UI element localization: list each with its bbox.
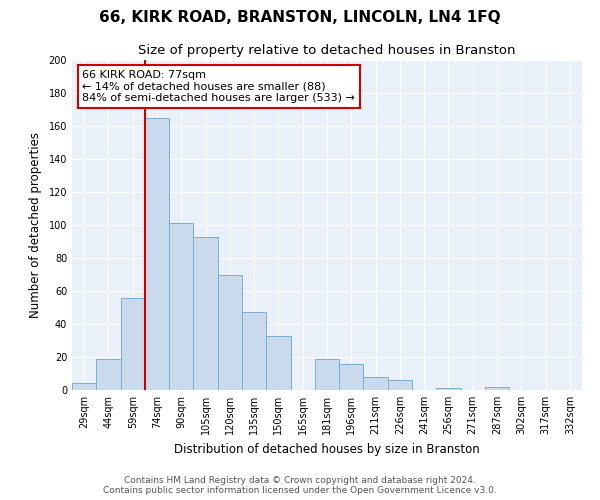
- Bar: [339, 364, 364, 390]
- Bar: [72, 384, 96, 390]
- Title: Size of property relative to detached houses in Branston: Size of property relative to detached ho…: [138, 44, 516, 58]
- Bar: [193, 236, 218, 390]
- Bar: [388, 380, 412, 390]
- Bar: [485, 386, 509, 390]
- Bar: [364, 377, 388, 390]
- Bar: [218, 274, 242, 390]
- Text: 66 KIRK ROAD: 77sqm
← 14% of detached houses are smaller (88)
84% of semi-detach: 66 KIRK ROAD: 77sqm ← 14% of detached ho…: [82, 70, 355, 103]
- X-axis label: Distribution of detached houses by size in Branston: Distribution of detached houses by size …: [174, 442, 480, 456]
- Bar: [242, 312, 266, 390]
- Bar: [266, 336, 290, 390]
- Bar: [315, 358, 339, 390]
- Bar: [145, 118, 169, 390]
- Bar: [121, 298, 145, 390]
- Text: Contains HM Land Registry data © Crown copyright and database right 2024.
Contai: Contains HM Land Registry data © Crown c…: [103, 476, 497, 495]
- Text: 66, KIRK ROAD, BRANSTON, LINCOLN, LN4 1FQ: 66, KIRK ROAD, BRANSTON, LINCOLN, LN4 1F…: [99, 10, 501, 25]
- Bar: [436, 388, 461, 390]
- Y-axis label: Number of detached properties: Number of detached properties: [29, 132, 41, 318]
- Bar: [169, 224, 193, 390]
- Bar: [96, 358, 121, 390]
